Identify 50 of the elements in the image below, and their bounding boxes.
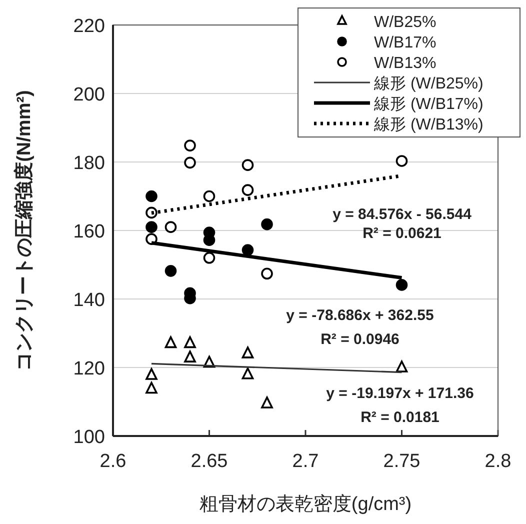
- point: [242, 367, 254, 380]
- y-tick-label: 180: [73, 153, 105, 174]
- point: [146, 382, 158, 394]
- annotation: R² = 0.0946: [320, 331, 400, 348]
- x-tick-label: 2.7: [292, 451, 319, 472]
- legend-label: 線形 (W/B13%): [373, 116, 484, 134]
- point: [146, 221, 158, 233]
- x-tick-label: 2.6: [100, 451, 126, 472]
- annotation: y = -19.197x + 171.36: [326, 385, 474, 402]
- point: [242, 184, 254, 196]
- annotation: R² = 0.0181: [360, 409, 440, 426]
- point: [184, 336, 196, 348]
- point: [396, 155, 408, 167]
- point: [146, 190, 158, 202]
- legend-label: W/B13%: [374, 55, 436, 72]
- point: [203, 252, 216, 264]
- point: [242, 346, 254, 358]
- annotation: y = -78.686x + 362.55: [286, 307, 434, 324]
- x-tick-label: 2.8: [484, 451, 512, 472]
- annotation: R² = 0.0621: [362, 225, 442, 242]
- y-tick-label: 100: [73, 427, 105, 448]
- point: [184, 156, 196, 169]
- point: [242, 159, 254, 171]
- y-tick-label: 200: [73, 84, 105, 106]
- point: [203, 190, 216, 202]
- y-tick-label: 140: [73, 290, 105, 311]
- point: [164, 336, 177, 348]
- y-tick-label: 220: [73, 16, 105, 37]
- point: [164, 221, 177, 233]
- x-tick-label: 2.65: [190, 451, 228, 472]
- legend-label: W/B17%: [374, 34, 436, 52]
- point: [164, 265, 177, 277]
- y-axis-title: コンクリートの圧縮強度(N/mm²): [13, 90, 35, 371]
- x-axis-title: 粗骨材の表乾密度(g/cm³): [199, 493, 412, 515]
- x-tick-label: 2.75: [383, 451, 420, 472]
- point: [184, 140, 196, 152]
- y-tick-label: 120: [73, 358, 105, 380]
- point: [184, 350, 196, 362]
- legend-label: W/B25%: [374, 14, 436, 31]
- legend-label: 線形 (W/B17%): [373, 96, 484, 113]
- annotation: y = 84.576x - 56.544: [332, 206, 472, 223]
- point: [261, 218, 273, 230]
- point: [146, 368, 158, 380]
- y-tick-label: 160: [73, 222, 105, 242]
- point: [261, 268, 273, 280]
- point: [242, 244, 254, 256]
- legend-label: 線形 (W/B25%): [373, 76, 484, 92]
- point: [396, 360, 408, 372]
- point: [396, 279, 408, 291]
- point: [261, 396, 273, 408]
